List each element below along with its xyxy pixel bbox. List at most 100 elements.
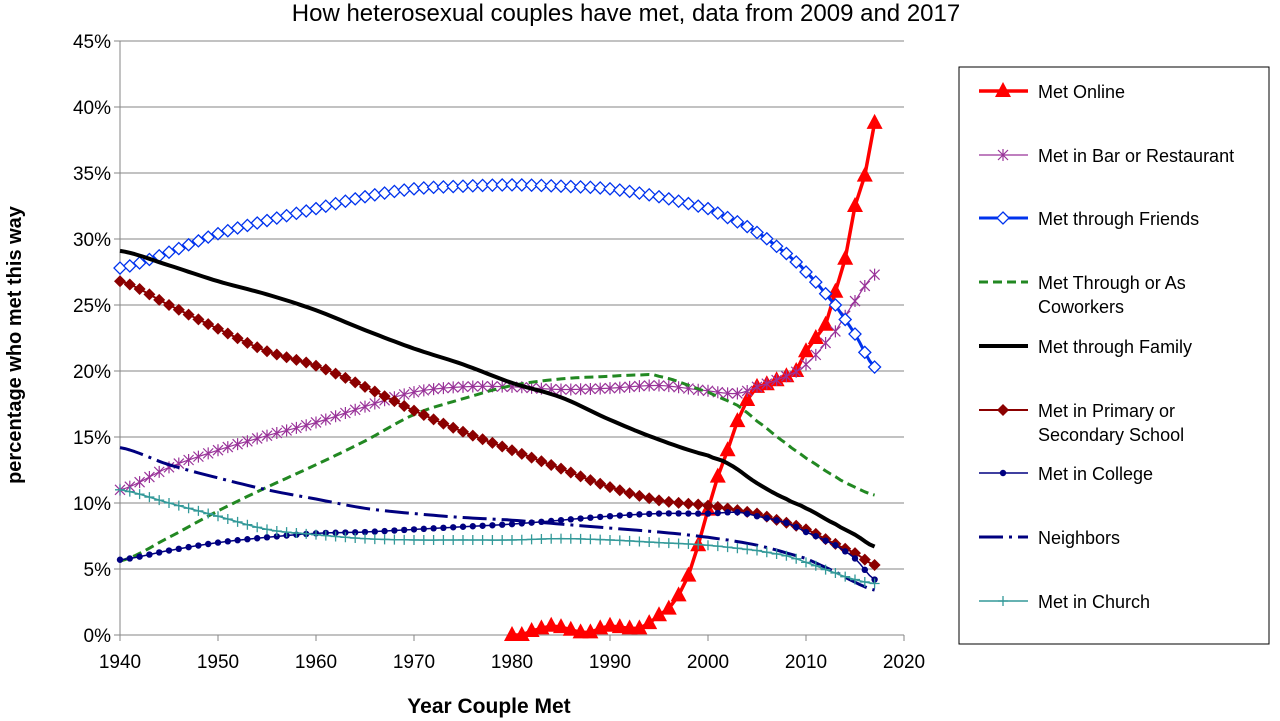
data-point [136,553,143,560]
data-point [465,178,480,193]
data-point [330,531,341,542]
data-point [126,555,133,562]
data-point [153,293,166,306]
data-point [477,380,489,393]
data-point [710,206,725,220]
data-point [496,440,509,453]
data-point [675,510,682,517]
y-tick-label: 30% [73,230,111,251]
data-point [420,525,427,533]
data-point [250,216,265,230]
data-point [810,348,822,361]
data-point [587,514,594,521]
data-point [269,211,284,225]
data-point [328,196,343,211]
data-point [505,177,519,192]
data-point [562,620,579,636]
data-point [582,623,599,639]
data-point [320,530,331,541]
series-met-in-church [115,484,880,589]
data-point [320,413,332,426]
data-point [497,535,508,546]
data-point [575,383,587,396]
data-point [271,426,283,439]
data-point [692,498,705,511]
data-point [526,534,537,545]
data-point [202,318,215,331]
data-point [820,336,832,349]
x-tick-label: 1950 [197,652,239,673]
data-point [124,486,135,497]
data-point [173,500,184,511]
data-point [389,534,400,545]
data-point [290,353,303,366]
data-point [251,432,263,445]
data-point [244,536,251,543]
x-tick-label: 2000 [687,652,729,673]
data-point [840,571,851,582]
y-tick-label: 20% [73,362,111,383]
data-point [319,363,332,376]
data-point [261,345,273,358]
legend-label: Coworkers [1038,297,1124,317]
data-point [554,179,568,194]
data-point [654,537,664,548]
data-point [222,441,234,454]
data-point [499,521,506,528]
series-met-in-primary-or-secondary-school [114,275,881,572]
data-point [720,210,735,225]
data-point [309,201,323,216]
data-point [524,178,539,193]
data-point [447,381,459,394]
legend-label: Met Online [1038,82,1125,102]
data-point [711,501,724,514]
data-point [164,498,174,508]
data-point [123,278,136,291]
data-point [613,484,626,497]
data-point [261,429,273,442]
data-point [584,382,596,395]
data-point [349,403,361,416]
data-point [438,535,449,546]
data-point [450,524,457,531]
data-point [724,509,731,516]
data-point [234,537,241,544]
data-point [563,179,578,194]
data-point [448,534,459,545]
data-point [311,529,321,540]
legend-label: Secondary School [1038,425,1184,445]
legend-item: Met through Friends [979,209,1199,229]
data-point [410,526,418,533]
y-tick-label: 0% [84,626,112,647]
data-point [466,429,479,442]
data-point [546,533,557,544]
data-point [722,387,734,400]
data-point [515,447,528,460]
data-point [369,397,381,410]
data-point [377,186,392,200]
legend-item: Met in Church [979,592,1150,612]
data-point [702,499,714,512]
data-point [339,371,352,384]
data-point [280,351,293,364]
data-point [996,211,1010,225]
data-point [359,400,371,413]
y-tick-label: 5% [84,560,112,581]
data-point [260,213,274,228]
data-point [535,455,548,468]
data-point [457,425,469,438]
data-point [722,542,733,553]
legend-label: Neighbors [1038,528,1120,548]
data-point [670,586,687,602]
data-point [646,510,653,518]
data-point [134,476,146,489]
data-point [719,441,736,457]
data-point [734,509,741,516]
data-point [573,179,588,194]
data-point [192,450,204,463]
data-point [516,534,527,545]
data-point [263,534,271,541]
data-point [634,536,645,547]
legend-label: Met in Primary or [1038,401,1175,421]
